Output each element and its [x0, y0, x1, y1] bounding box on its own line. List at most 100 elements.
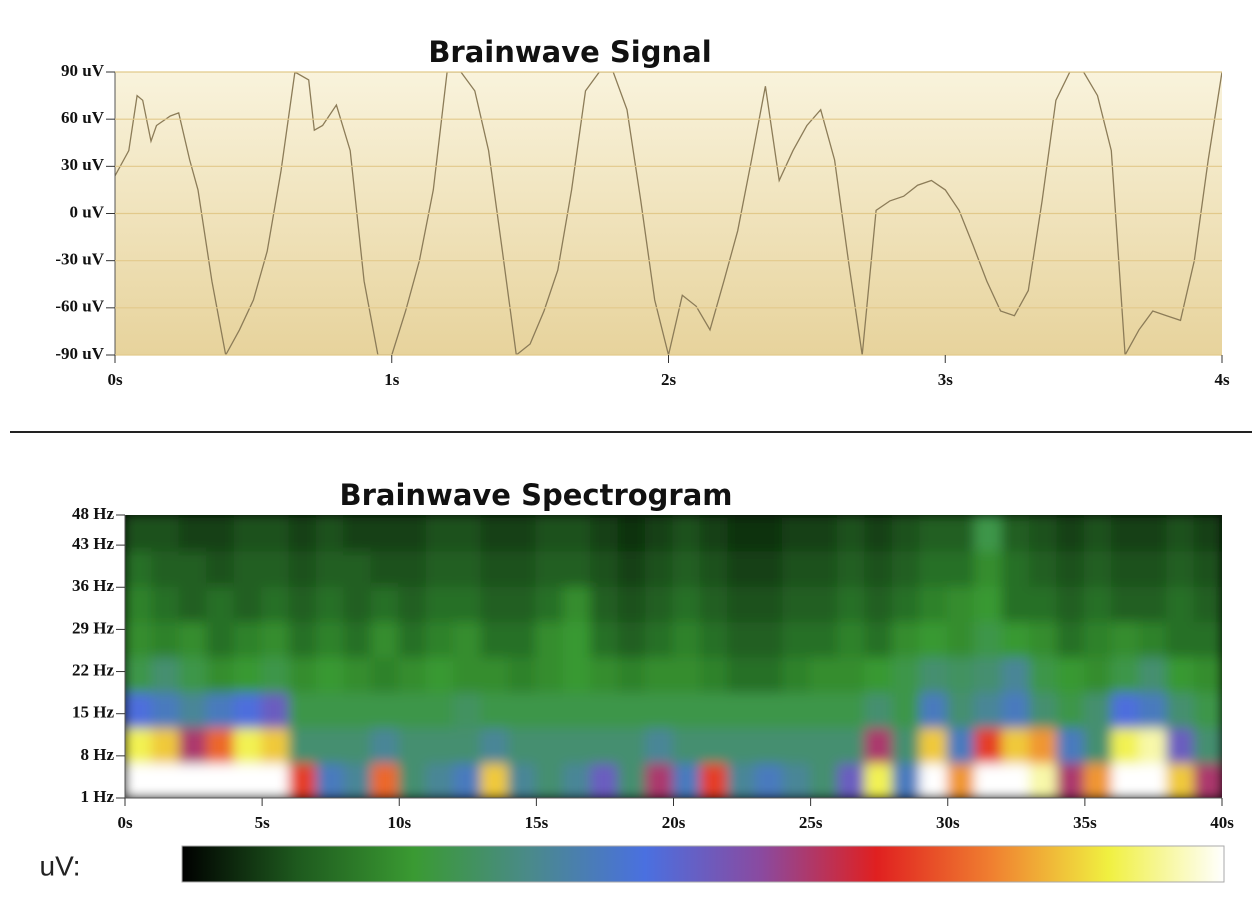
- heatmap-cell: [315, 515, 346, 552]
- heatmap-cell: [1001, 620, 1032, 658]
- heatmap-cell: [1029, 584, 1059, 623]
- heatmap-cell: [645, 761, 675, 798]
- y-tick-label: 29 Hz: [72, 618, 114, 637]
- heatmap-cell: [837, 584, 867, 623]
- heatmap-cell: [125, 655, 154, 693]
- y-tick-label: 1 Hz: [80, 787, 114, 806]
- heatmap-cell: [837, 549, 867, 587]
- heatmap-cell: [343, 655, 373, 693]
- y-tick-label: 43 Hz: [72, 534, 114, 553]
- heatmap-cell: [233, 761, 264, 798]
- heatmap-cell: [343, 549, 373, 587]
- heatmap-cell: [453, 761, 483, 798]
- heatmap-cell: [535, 515, 565, 552]
- heatmap-cell: [1166, 690, 1196, 729]
- heatmap-cell: [590, 655, 620, 693]
- y-tick-label: 36 Hz: [72, 576, 114, 595]
- heatmap-cell: [1056, 515, 1086, 552]
- heatmap-cell: [1056, 620, 1086, 658]
- heatmap-cell: [864, 761, 894, 798]
- heatmap-cell: [782, 620, 812, 658]
- heatmap-cell: [1138, 761, 1169, 798]
- heatmap-cell: [727, 726, 757, 764]
- heatmap-cell: [645, 549, 675, 587]
- heatmap-cell: [837, 655, 867, 693]
- chart-title: Brainwave Spectrogram: [339, 478, 732, 512]
- heatmap-cell: [809, 761, 840, 798]
- heatmap-cell: [261, 584, 291, 623]
- heatmap-cell: [1166, 761, 1196, 798]
- heatmap-cell: [178, 761, 209, 798]
- heatmap-cell: [891, 549, 922, 587]
- heatmap-cell: [125, 515, 154, 552]
- heatmap-cell: [261, 655, 291, 693]
- heatmap-cell: [398, 620, 428, 658]
- heatmap-cell: [1056, 726, 1086, 764]
- heatmap-cell: [480, 584, 510, 623]
- heatmap-cell: [1083, 690, 1114, 729]
- heatmap-cell: [837, 726, 867, 764]
- heatmap-cell: [480, 726, 510, 764]
- heatmap-cell: [425, 761, 456, 798]
- heatmap-cell: [782, 549, 812, 587]
- heatmap-cell: [809, 515, 840, 552]
- heatmap-cell: [1111, 515, 1141, 552]
- heatmap-cell: [343, 584, 373, 623]
- heatmap-cell: [343, 515, 373, 552]
- heatmap-cell: [946, 655, 977, 693]
- heatmap-cell: [562, 549, 593, 587]
- heatmap-cell: [782, 690, 812, 729]
- heatmap-cell: [946, 726, 977, 764]
- heatmap-cell: [425, 584, 456, 623]
- heatmap-cell: [809, 655, 840, 693]
- heatmap-cell: [507, 549, 538, 587]
- heatmap-cell: [1138, 620, 1169, 658]
- heatmap-cell: [727, 761, 757, 798]
- heatmap-cell: [1083, 549, 1114, 587]
- heatmap-cell: [535, 761, 565, 798]
- heatmap-cell: [315, 549, 346, 587]
- heatmap-cell: [891, 655, 922, 693]
- heatmap-cell: [453, 726, 483, 764]
- heatmap-cell: [1001, 584, 1032, 623]
- heatmap-cell: [1083, 761, 1114, 798]
- heatmap-cell: [178, 690, 209, 729]
- heatmap-cell: [974, 620, 1004, 658]
- x-tick-label: 1s: [384, 370, 400, 389]
- heatmap-cell: [151, 620, 181, 658]
- heatmap-cell: [974, 584, 1004, 623]
- y-tick-label: 30 uV: [61, 155, 105, 174]
- heatmap-cell: [946, 620, 977, 658]
- heatmap-cell: [206, 655, 236, 693]
- heatmap-cell: [864, 620, 894, 658]
- heatmap-cell: [699, 726, 730, 764]
- plot-area: [125, 515, 1222, 798]
- signal-line: [115, 72, 1222, 355]
- heatmap-cell: [453, 620, 483, 658]
- heatmap-cell: [178, 584, 209, 623]
- heatmap-cell: [425, 515, 456, 552]
- heatmap-cell: [1029, 655, 1059, 693]
- heatmap-cell: [425, 549, 456, 587]
- heatmap-cell: [398, 690, 428, 729]
- heatmap-cell: [425, 726, 456, 764]
- heatmap-cell: [1111, 584, 1141, 623]
- heatmap-cell: [782, 515, 812, 552]
- heatmap-cell: [617, 655, 648, 693]
- heatmap-cell: [507, 620, 538, 658]
- heatmap-cell: [425, 690, 456, 729]
- heatmap-cell: [837, 620, 867, 658]
- heatmap-cell: [562, 515, 593, 552]
- heatmap-cell: [178, 655, 209, 693]
- heatmap-cell: [754, 690, 785, 729]
- x-tick-label: 0s: [107, 370, 123, 389]
- heatmap-cell: [837, 761, 867, 798]
- heatmap-cell: [672, 726, 702, 764]
- heatmap-cell: [699, 655, 730, 693]
- heatmap-cell: [617, 515, 648, 552]
- y-tick-label: -30 uV: [55, 250, 104, 269]
- heatmap-cell: [261, 690, 291, 729]
- heatmap-cell: [151, 761, 181, 798]
- heatmap-cell: [315, 690, 346, 729]
- heatmap-cell: [1001, 515, 1032, 552]
